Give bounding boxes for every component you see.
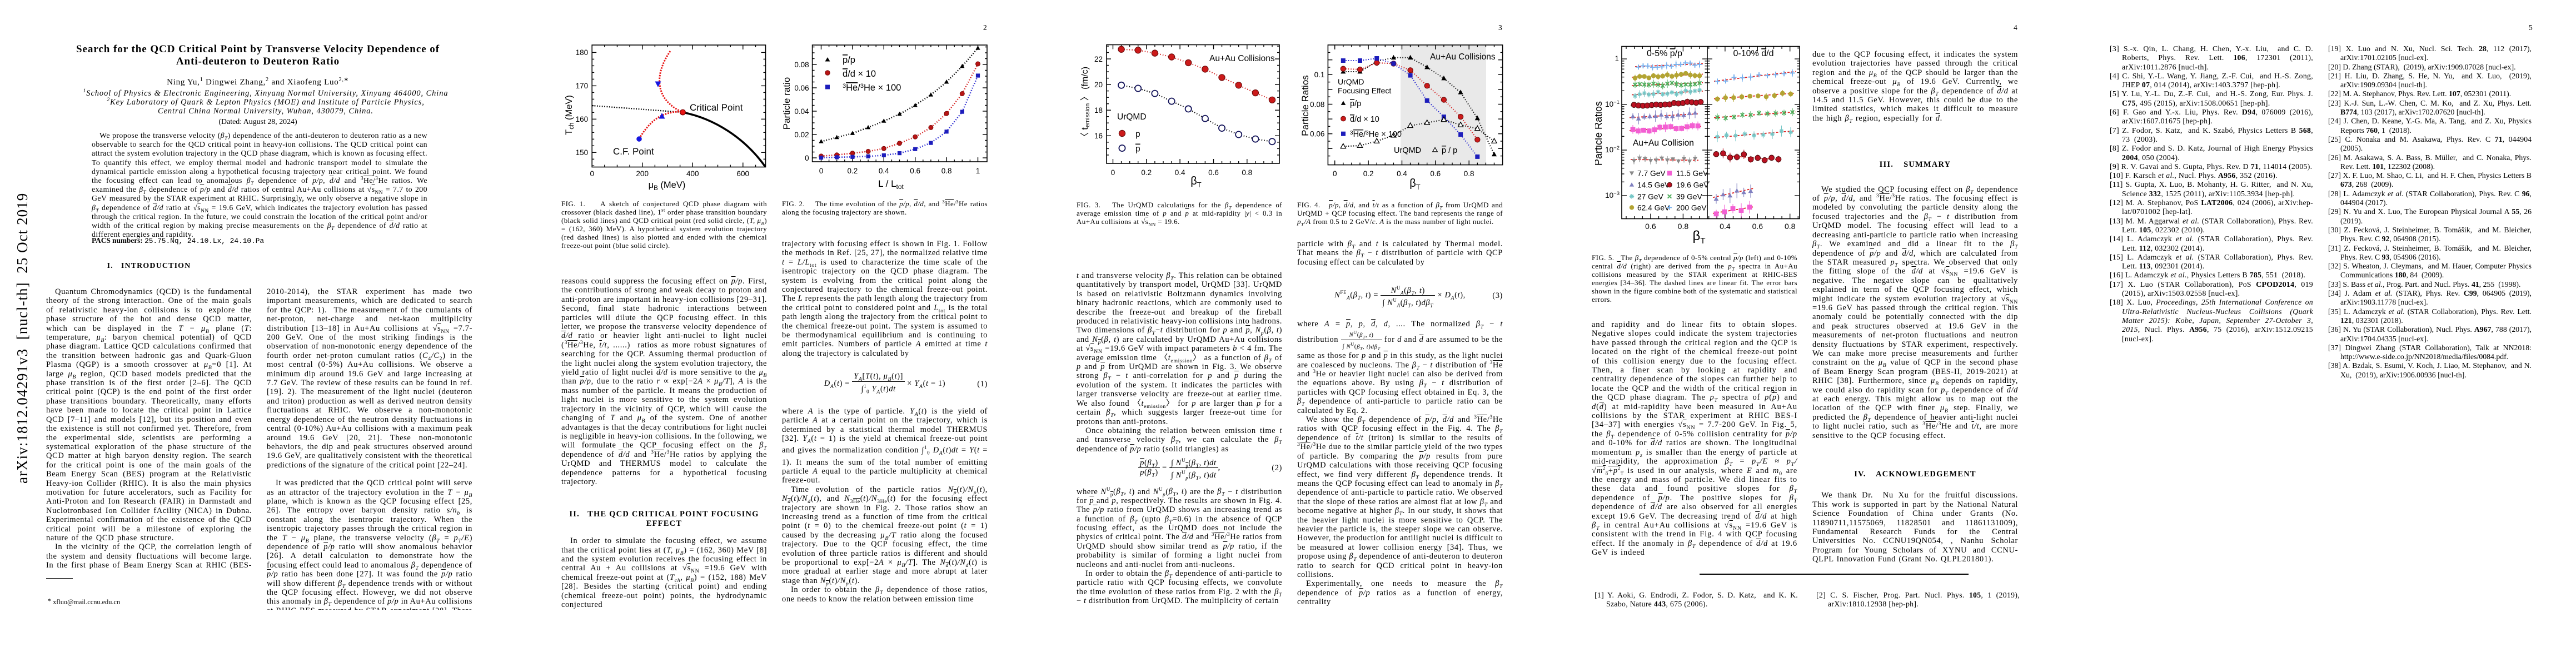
svg-text:0.4: 0.4 [879,167,889,175]
svg-text:0.4: 0.4 [1397,170,1407,178]
svg-text:0.08: 0.08 [794,61,809,69]
svg-text:Focusing Effect: Focusing Effect [1338,86,1391,95]
svg-text:19.6 GeV: 19.6 GeV [1676,181,1709,190]
svg-text:0.6: 0.6 [910,167,920,175]
svg-text:3He/3He × 100: 3He/3He × 100 [1350,130,1402,139]
svg-text:UrQMD: UrQMD [1394,146,1421,155]
svg-text:14.5 GeV: 14.5 GeV [1637,181,1670,190]
svg-text:20: 20 [1094,81,1103,89]
svg-text:Au+Au Collisions: Au+Au Collisions [1430,52,1496,62]
svg-text:0: 0 [819,167,824,175]
svg-text:C.F. Point: C.F. Point [613,146,654,157]
svg-text:1: 1 [976,167,980,175]
svg-text:0: 0 [1111,168,1115,177]
svg-text:0.6: 0.6 [1645,222,1656,231]
svg-text:39 GeV: 39 GeV [1676,192,1703,201]
svg-text:0.8: 0.8 [1464,170,1474,178]
svg-text:Particle Ratios: Particle Ratios [1595,101,1604,166]
svg-text:1: 1 [1615,54,1619,63]
svg-text:22: 22 [1094,55,1103,63]
svg-text:0.8: 0.8 [1678,222,1689,231]
svg-text:3He/3He × 100: 3He/3He × 100 [843,83,901,93]
svg-text:18: 18 [1094,106,1103,115]
svg-text:UrQMD: UrQMD [1117,112,1147,122]
svg-text:0.06: 0.06 [794,84,809,92]
svg-text:0.04: 0.04 [794,107,809,116]
svg-text:βT: βT [1190,175,1202,189]
svg-text:160: 160 [576,115,589,123]
svg-text:d/d × 10: d/d × 10 [843,69,876,79]
svg-text:10−2: 10−2 [1605,145,1620,154]
svg-text:400: 400 [686,170,699,178]
svg-text:10−1: 10−1 [1605,99,1620,108]
svg-text:0.6: 0.6 [1430,170,1441,178]
svg-text:0: 0 [1333,170,1337,178]
svg-text:0.1: 0.1 [1314,71,1325,79]
svg-text:Tch (MeV): Tch (MeV) [564,95,575,135]
svg-text:0-10% d/d: 0-10% d/d [1733,49,1774,58]
svg-text:0-5% p/p: 0-5% p/p [1647,49,1682,58]
svg-text:0.8: 0.8 [941,167,952,175]
svg-text:200: 200 [636,170,649,178]
svg-text:0.4: 0.4 [1175,168,1185,177]
svg-text:〈 temission 〉 (fm/c): 〈 temission 〉 (fm/c) [1080,67,1091,141]
svg-text:27 GeV: 27 GeV [1637,192,1664,201]
svg-text:Au+Au Collisions: Au+Au Collisions [1209,54,1275,63]
svg-text:p: p [1135,145,1140,154]
svg-text:Particle Ratios: Particle Ratios [1300,75,1311,136]
svg-text:0.02: 0.02 [794,131,809,139]
svg-text:0.2: 0.2 [848,167,858,175]
svg-text:170: 170 [576,82,589,90]
svg-text:0.08: 0.08 [1310,100,1324,108]
svg-text:180: 180 [576,48,589,57]
svg-text:600: 600 [737,170,750,178]
svg-text:0: 0 [805,154,809,162]
svg-text:0.6: 0.6 [1752,222,1763,231]
svg-text:UrQMD: UrQMD [1338,77,1364,86]
svg-text:0.4: 0.4 [1720,222,1731,231]
svg-text:0.2: 0.2 [1363,170,1374,178]
svg-text:d/d × 10: d/d × 10 [1350,115,1379,124]
svg-text:p / p: p / p [1442,146,1457,155]
svg-text:7.7 GeV: 7.7 GeV [1637,170,1666,178]
svg-text:μB (MeV): μB (MeV) [649,180,686,192]
svg-text:62.4 GeV: 62.4 GeV [1637,203,1670,212]
svg-text:p/p: p/p [843,55,855,65]
svg-text:p: p [1135,130,1140,139]
svg-text:0: 0 [590,170,594,178]
svg-text:Particle ratio: Particle ratio [781,77,792,130]
svg-text:Au+Au Collision: Au+Au Collision [1633,138,1694,148]
svg-text:200 GeV: 200 GeV [1676,203,1707,212]
svg-text:L / Ltot: L / Ltot [878,178,904,191]
svg-text:Critical Point: Critical Point [690,102,743,113]
svg-text:11.5 GeV: 11.5 GeV [1676,170,1708,178]
svg-text:10−3: 10−3 [1605,191,1620,200]
svg-text:p/p: p/p [1350,99,1361,108]
svg-text:βT: βT [1409,177,1421,191]
svg-text:0.2: 0.2 [1141,168,1152,177]
svg-text:0.8: 0.8 [1785,222,1796,231]
svg-text:0.6: 0.6 [1208,168,1219,177]
svg-text:0.06: 0.06 [1310,130,1324,138]
svg-text:16: 16 [1094,132,1103,140]
svg-text:150: 150 [576,148,589,157]
svg-text:βT: βT [1693,228,1706,246]
svg-text:0.8: 0.8 [1242,168,1252,177]
